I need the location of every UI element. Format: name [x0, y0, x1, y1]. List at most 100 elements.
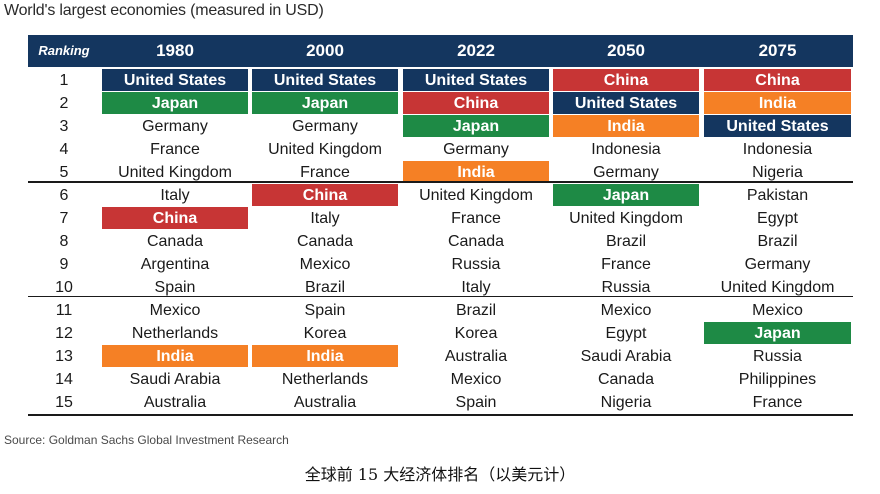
rank-number: 12: [55, 325, 73, 342]
table-header: Ranking 1980 2000 2022 2050 2075: [28, 35, 853, 67]
table-row: 10 Spain Brazil Italy Russia United Kingdom: [28, 276, 853, 299]
table-row: 1 United States United States United States…: [28, 69, 853, 92]
country-cell: United Kingdom: [419, 187, 533, 204]
table-row: 6 Italy China United Kingdom Japan Pakistan: [28, 184, 853, 207]
chart-title: World's largest economies (measured in U…: [4, 2, 324, 19]
year-header-2050: 2050: [607, 41, 645, 60]
country-cell: China: [551, 69, 701, 92]
country-cell: Australia: [444, 348, 508, 365]
country-cell: United States: [551, 92, 701, 115]
table-row: 5 United Kingdom France India Germany Nigeria: [28, 161, 853, 184]
country-cell: Brazil: [757, 233, 798, 250]
country-cell: United Kingdom: [720, 279, 835, 296]
rank-number: 6: [59, 187, 69, 204]
rank-number: 4: [59, 141, 69, 158]
country-cell: Nigeria: [752, 164, 803, 181]
rank-number: 7: [59, 210, 69, 227]
country-cell: Mexico: [450, 371, 502, 388]
country-cell: Germany: [292, 118, 358, 135]
country-cell: Netherlands: [281, 371, 369, 388]
country-cell: Indonesia: [591, 141, 661, 158]
country-cell: Canada: [296, 233, 354, 250]
rank-number: 9: [59, 256, 69, 273]
country-cell: India: [401, 161, 551, 184]
country-cell: Japan: [250, 92, 400, 115]
country-cell: India: [551, 115, 701, 138]
rank-number: 13: [55, 348, 73, 365]
year-header-2022: 2022: [457, 41, 495, 60]
country-cell: Korea: [454, 325, 498, 342]
table-row: 12 Netherlands Korea Korea Egypt Japan: [28, 322, 853, 345]
table-row: 15 Australia Australia Spain Nigeria France: [28, 391, 853, 414]
source-note: Source: Goldman Sachs Global Investment …: [4, 433, 289, 447]
country-cell: Spain: [304, 302, 346, 319]
country-cell: Saudi Arabia: [580, 348, 672, 365]
table-row: 4 France United Kingdom Germany Indonesia Ind…: [28, 138, 853, 161]
ranking-header: Ranking: [38, 43, 90, 58]
country-cell: Australia: [143, 394, 207, 411]
country-cell: Japan: [702, 322, 853, 345]
country-cell: Egypt: [757, 210, 798, 227]
country-cell: Italy: [160, 187, 190, 204]
country-cell: Spain: [455, 394, 497, 411]
country-cell: Mexico: [752, 302, 803, 319]
country-cell: France: [601, 256, 651, 273]
country-cell: United States: [401, 69, 551, 92]
country-cell: Germany: [142, 118, 208, 135]
country-cell: Japan: [551, 184, 701, 207]
table-row: 11 Mexico Spain Brazil Mexico Mexico: [28, 299, 853, 322]
table-row: 14 Saudi Arabia Netherlands Mexico Canada Phi…: [28, 368, 853, 391]
country-cell: Indonesia: [742, 141, 813, 158]
country-cell: China: [100, 207, 250, 230]
country-cell: Nigeria: [600, 394, 652, 411]
year-header-2000: 2000: [306, 41, 344, 60]
group-separator: [28, 181, 853, 183]
table-row: 3 Germany Germany Japan India United States: [28, 115, 853, 138]
country-cell: Mexico: [149, 302, 201, 319]
country-cell: China: [702, 69, 853, 92]
table-bottom-rule: [28, 414, 853, 416]
country-cell: Italy: [461, 279, 491, 296]
country-cell: Italy: [310, 210, 340, 227]
country-cell: Egypt: [605, 325, 647, 342]
table-row: 13 India India Australia Saudi Arabia Russia: [28, 345, 853, 368]
rank-number: 1: [59, 72, 69, 89]
country-cell: France: [150, 141, 200, 158]
country-cell: Russia: [451, 256, 501, 273]
table-row: 7 China Italy France United Kingdom Egypt: [28, 207, 853, 230]
country-cell: Mexico: [299, 256, 351, 273]
rank-number: 8: [59, 233, 69, 250]
table-row: 9 Argentina Mexico Russia France Germany: [28, 253, 853, 276]
country-cell: Spain: [154, 279, 196, 296]
country-cell: India: [250, 345, 400, 368]
country-cell: India: [702, 92, 853, 115]
country-cell: Germany: [593, 164, 659, 181]
country-cell: France: [300, 164, 350, 181]
country-cell: Saudi Arabia: [129, 371, 221, 388]
rank-number: 10: [55, 279, 73, 296]
country-cell: France: [451, 210, 501, 227]
country-cell: Netherlands: [131, 325, 219, 342]
rank-number: 3: [59, 118, 69, 135]
country-cell: United States: [250, 69, 400, 92]
country-cell: Australia: [293, 394, 357, 411]
caption: 全球前 15 大经济体排名（以美元计）: [304, 465, 576, 484]
country-cell: United Kingdom: [118, 164, 232, 181]
country-cell: United States: [702, 115, 853, 138]
table-row: 8 Canada Canada Canada Brazil Brazil: [28, 230, 853, 253]
country-cell: Mexico: [600, 302, 652, 319]
country-cell: United Kingdom: [569, 210, 683, 227]
country-cell: United States: [100, 69, 250, 92]
country-cell: Japan: [401, 115, 551, 138]
country-cell: Germany: [443, 141, 509, 158]
country-cell: Germany: [744, 256, 811, 273]
country-cell: Brazil: [455, 302, 496, 319]
year-header-2075: 2075: [758, 41, 797, 60]
country-cell: Russia: [753, 348, 802, 365]
rank-number: 5: [59, 164, 69, 181]
year-header-1980: 1980: [156, 41, 194, 60]
country-cell: Canada: [447, 233, 505, 250]
country-cell: Canada: [146, 233, 204, 250]
country-cell: Argentina: [140, 256, 210, 273]
rank-number: 15: [55, 394, 73, 411]
